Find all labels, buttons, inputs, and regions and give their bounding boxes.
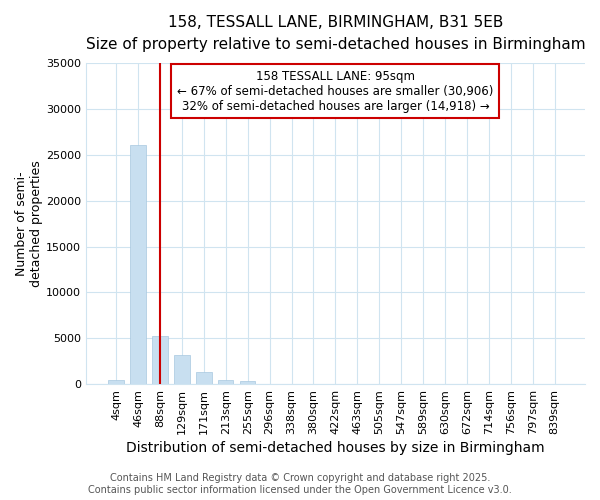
Bar (196, 372, 212, 384)
Bar (152, 336, 167, 384)
Bar (218, 380, 233, 384)
Bar (240, 382, 256, 384)
Title: 158, TESSALL LANE, BIRMINGHAM, B31 5EB
Size of property relative to semi-detache: 158, TESSALL LANE, BIRMINGHAM, B31 5EB S… (86, 15, 585, 52)
Bar (109, 380, 124, 384)
X-axis label: Distribution of semi-detached houses by size in Birmingham: Distribution of semi-detached houses by … (126, 441, 545, 455)
Text: Contains HM Land Registry data © Crown copyright and database right 2025.
Contai: Contains HM Land Registry data © Crown c… (88, 474, 512, 495)
Bar (174, 354, 190, 384)
Y-axis label: Number of semi-
detached properties: Number of semi- detached properties (15, 160, 43, 287)
Text: 158 TESSALL LANE: 95sqm
← 67% of semi-detached houses are smaller (30,906)
32% o: 158 TESSALL LANE: 95sqm ← 67% of semi-de… (177, 70, 494, 112)
Bar (130, 144, 146, 384)
